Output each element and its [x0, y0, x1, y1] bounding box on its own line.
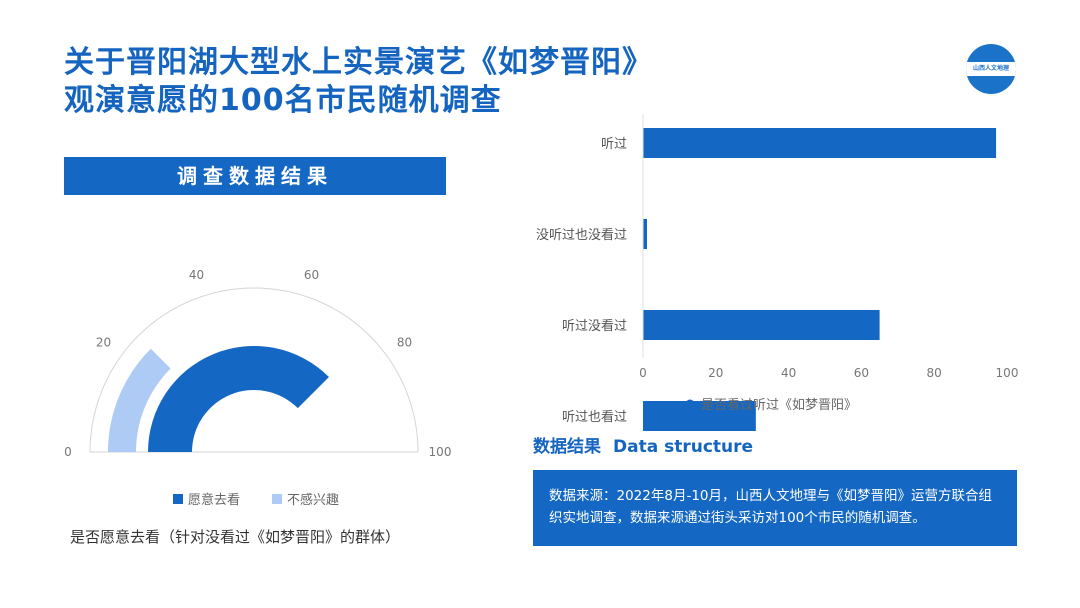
- bar-legend-marker: [685, 399, 695, 409]
- gauge-tick-label: 60: [304, 268, 319, 282]
- bar-x-tick-label: 80: [927, 366, 942, 380]
- data-structure-heading: 数据结果 Data structure: [533, 432, 753, 457]
- logo-text: 山西人文地理: [972, 65, 1009, 72]
- gauge-caption: 是否愿意去看（针对没看过《如梦晋阳》的群体）: [70, 528, 401, 546]
- bar-category-label: 没听过也没看过: [536, 227, 627, 243]
- gauge-tick-label: 40: [189, 268, 204, 282]
- bar-x-tick-label: 20: [708, 366, 723, 380]
- legend-label-willing: 愿意去看: [188, 492, 240, 508]
- gauge-band-not-interested: [108, 348, 171, 452]
- logo: 山西人文地理: [966, 44, 1016, 94]
- bar-category-label: 听过: [601, 137, 627, 152]
- data-structure-heading-en: Data structure: [613, 437, 754, 457]
- data-structure-heading-cn: 数据结果: [533, 437, 601, 457]
- bar: [643, 128, 997, 158]
- data-source-box: 数据来源：2022年8月-10月，山西人文地理与《如梦晋阳》运营方联合组织实地调…: [533, 470, 1017, 546]
- bar: [643, 219, 647, 249]
- bar: [643, 401, 756, 431]
- bar-x-tick-label: 100: [996, 366, 1019, 380]
- gauge-tick-label: 100: [429, 445, 452, 459]
- bar-x-tick-label: 0: [639, 366, 647, 380]
- legend-label-not-interested: 不感兴趣: [287, 492, 339, 508]
- gauge-tick-label: 0: [64, 445, 72, 459]
- legend-swatch-willing: [173, 494, 183, 504]
- bar-legend-label: 是否看过听过《如梦晋阳》: [701, 397, 857, 413]
- bar-category-label: 听过也看过: [562, 409, 627, 425]
- gauge-tick-label: 80: [397, 336, 412, 350]
- gauge-band-willing: [148, 346, 329, 452]
- page-title-line-2: 观演意愿的100名市民随机调查: [64, 83, 502, 118]
- legend-swatch-not-interested: [272, 494, 282, 504]
- bar-x-tick-label: 40: [781, 366, 796, 380]
- page-title-line-1: 关于晋阳湖大型水上实景演艺《如梦晋阳》: [64, 45, 653, 80]
- gauge-outline: [89, 287, 419, 453]
- bar: [643, 310, 880, 340]
- bar-category-label: 听过没看过: [562, 318, 627, 334]
- gauge-tick-label: 20: [96, 336, 111, 350]
- bar-x-tick-label: 60: [854, 366, 869, 380]
- section-header: 调查数据结果: [64, 157, 446, 195]
